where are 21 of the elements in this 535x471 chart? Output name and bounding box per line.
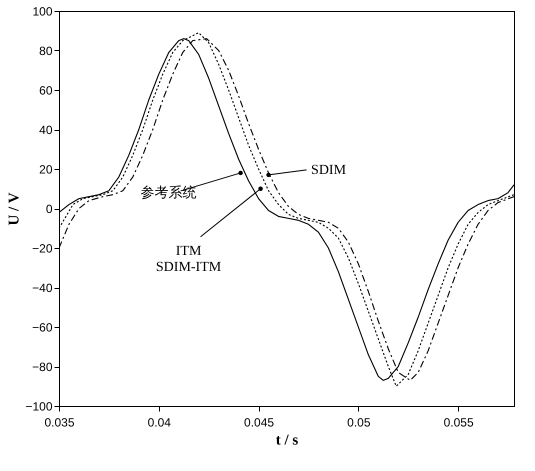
x-axis-title: t / s <box>276 432 298 448</box>
y-tick-label: 0 <box>46 202 53 216</box>
x-tick-label: 0.05 <box>347 416 371 430</box>
x-tick-label: 0.035 <box>44 416 75 430</box>
x-tick-label: 0.045 <box>244 416 274 430</box>
x-tick-label: 0.055 <box>444 416 474 430</box>
annotation: SDIM <box>311 162 347 178</box>
y-tick-label: −100 <box>25 400 53 414</box>
y-tick-label: −80 <box>32 360 53 374</box>
x-tick-label: 0.04 <box>148 416 172 430</box>
annotation: 参考系统 <box>140 184 197 201</box>
y-tick-label: −40 <box>32 281 53 295</box>
y-axis-title: U / V <box>6 192 22 226</box>
annotation: ITM SDIM-ITM <box>156 244 222 275</box>
y-tick-label: −20 <box>32 242 53 256</box>
y-tick-label: 60 <box>39 84 53 98</box>
y-tick-label: 80 <box>39 44 53 58</box>
y-tick-label: −60 <box>32 320 53 334</box>
y-tick-label: 20 <box>39 162 53 176</box>
y-tick-label: 100 <box>32 4 53 18</box>
y-tick-label: 40 <box>39 123 53 137</box>
